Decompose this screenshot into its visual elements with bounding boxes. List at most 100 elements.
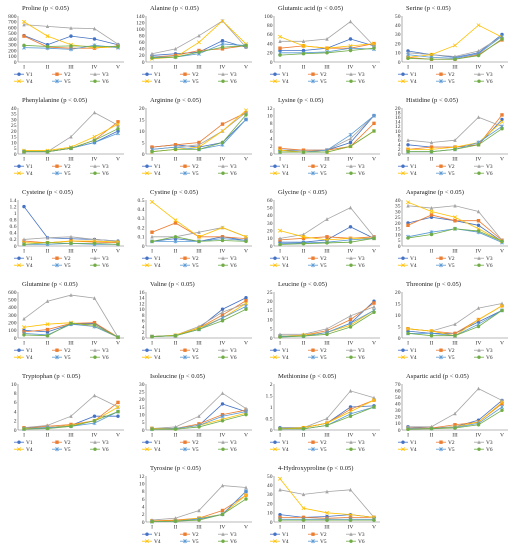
y-tick-label: 10 [267,236,273,242]
data-point [301,52,306,56]
data-point [45,299,50,303]
legend-marker [439,355,443,360]
legend-marker [401,447,405,452]
y-tick-label: 15 [395,301,401,307]
y-tick-label: 0 [270,60,273,66]
data-point [278,46,282,50]
x-tick-label: II [174,525,178,531]
legend-marker [349,164,353,168]
data-point [278,242,282,247]
legend-label: V3 [358,348,365,354]
data-point [69,241,73,246]
legend-item-v2: V2 [180,532,199,538]
data-point [301,518,306,522]
legend-label: V5 [448,171,455,177]
legend-item-v6: V6 [90,171,109,177]
legend-label: V3 [102,348,109,354]
data-point [301,39,306,43]
chart-title: Phenylalanine (p < 0.05) [22,97,87,104]
data-point [348,407,353,411]
data-point [429,213,434,217]
x-tick-label: III [196,341,202,347]
legend-marker [55,79,59,84]
legend-item-v1: V1 [270,532,289,538]
legend-marker [93,348,97,352]
data-point [500,37,504,41]
data-point [150,145,154,149]
data-point [220,310,225,314]
y-tick-label: 0 [270,428,273,434]
legend-label: V2 [448,440,455,446]
y-tick-label: 4 [14,409,17,415]
legend-item-v6: V6 [218,171,237,177]
legend-item-v1: V1 [398,164,417,170]
x-tick-label: II [302,433,306,439]
legend-marker [477,171,481,175]
chart-title: Methionine (p < 0.05) [278,373,336,380]
series-line-v2 [407,114,503,150]
x-tick-label: IV [92,433,98,439]
chart-title: Proline (p < 0.05) [22,5,69,12]
legend-marker [145,79,149,84]
y-tick-label: 700 [8,20,17,26]
legend-label: V4 [282,79,289,85]
legend-item-v5: V5 [180,355,199,361]
legend-label: V5 [192,171,199,177]
y-tick-label: 4 [398,143,401,149]
legend-label: V5 [448,355,455,361]
data-point [244,307,248,311]
legend-item-v3: V3 [474,164,493,170]
data-point [406,203,410,208]
legend-item-v3: V3 [218,348,237,354]
legend-item-v4: V4 [270,447,289,453]
legend-label: V3 [358,532,365,538]
x-tick-label: IV [476,433,482,439]
data-point [69,47,73,52]
legend-label: V5 [448,79,455,85]
y-tick-label: 2 [14,419,17,425]
legend-marker [93,79,97,83]
series-line-v5 [280,115,375,153]
data-point [372,304,376,309]
data-point [278,150,282,154]
y-tick-label: 8 [398,133,401,139]
y-tick-label: 25 [267,290,273,296]
legend-item-v1: V1 [14,440,33,446]
y-tick-label: 60 [395,388,401,394]
x-tick-label: II [430,157,434,163]
data-point [429,145,434,149]
x-tick-label: III [68,341,74,347]
data-point [220,238,225,243]
y-tick-label: 0 [398,428,401,434]
legend-marker [17,72,21,76]
legend-marker [93,440,97,444]
legend-item-v1: V1 [142,72,161,78]
legend-item-v5: V5 [308,447,327,453]
data-point [429,426,434,431]
data-point [278,236,282,241]
legend-item-v1: V1 [270,440,289,446]
legend-label: V2 [64,440,71,446]
data-point [116,123,120,127]
legend-marker [349,355,353,359]
x-tick-label: II [302,249,306,255]
legend-marker [273,164,277,168]
legend-label: V3 [486,256,493,262]
y-tick-label: 30 [395,209,401,215]
data-point [116,414,120,418]
data-point [476,386,481,391]
legend-item-v3: V3 [346,72,365,78]
data-point [406,52,410,57]
data-point [92,296,97,300]
legend-item-v4: V4 [142,263,161,269]
legend-label: V4 [410,171,417,177]
legend-marker [183,171,187,176]
x-tick-label: III [196,525,202,531]
data-point [406,236,410,240]
y-tick-label: 5 [270,327,273,333]
data-point [301,236,306,241]
data-point [45,322,50,327]
